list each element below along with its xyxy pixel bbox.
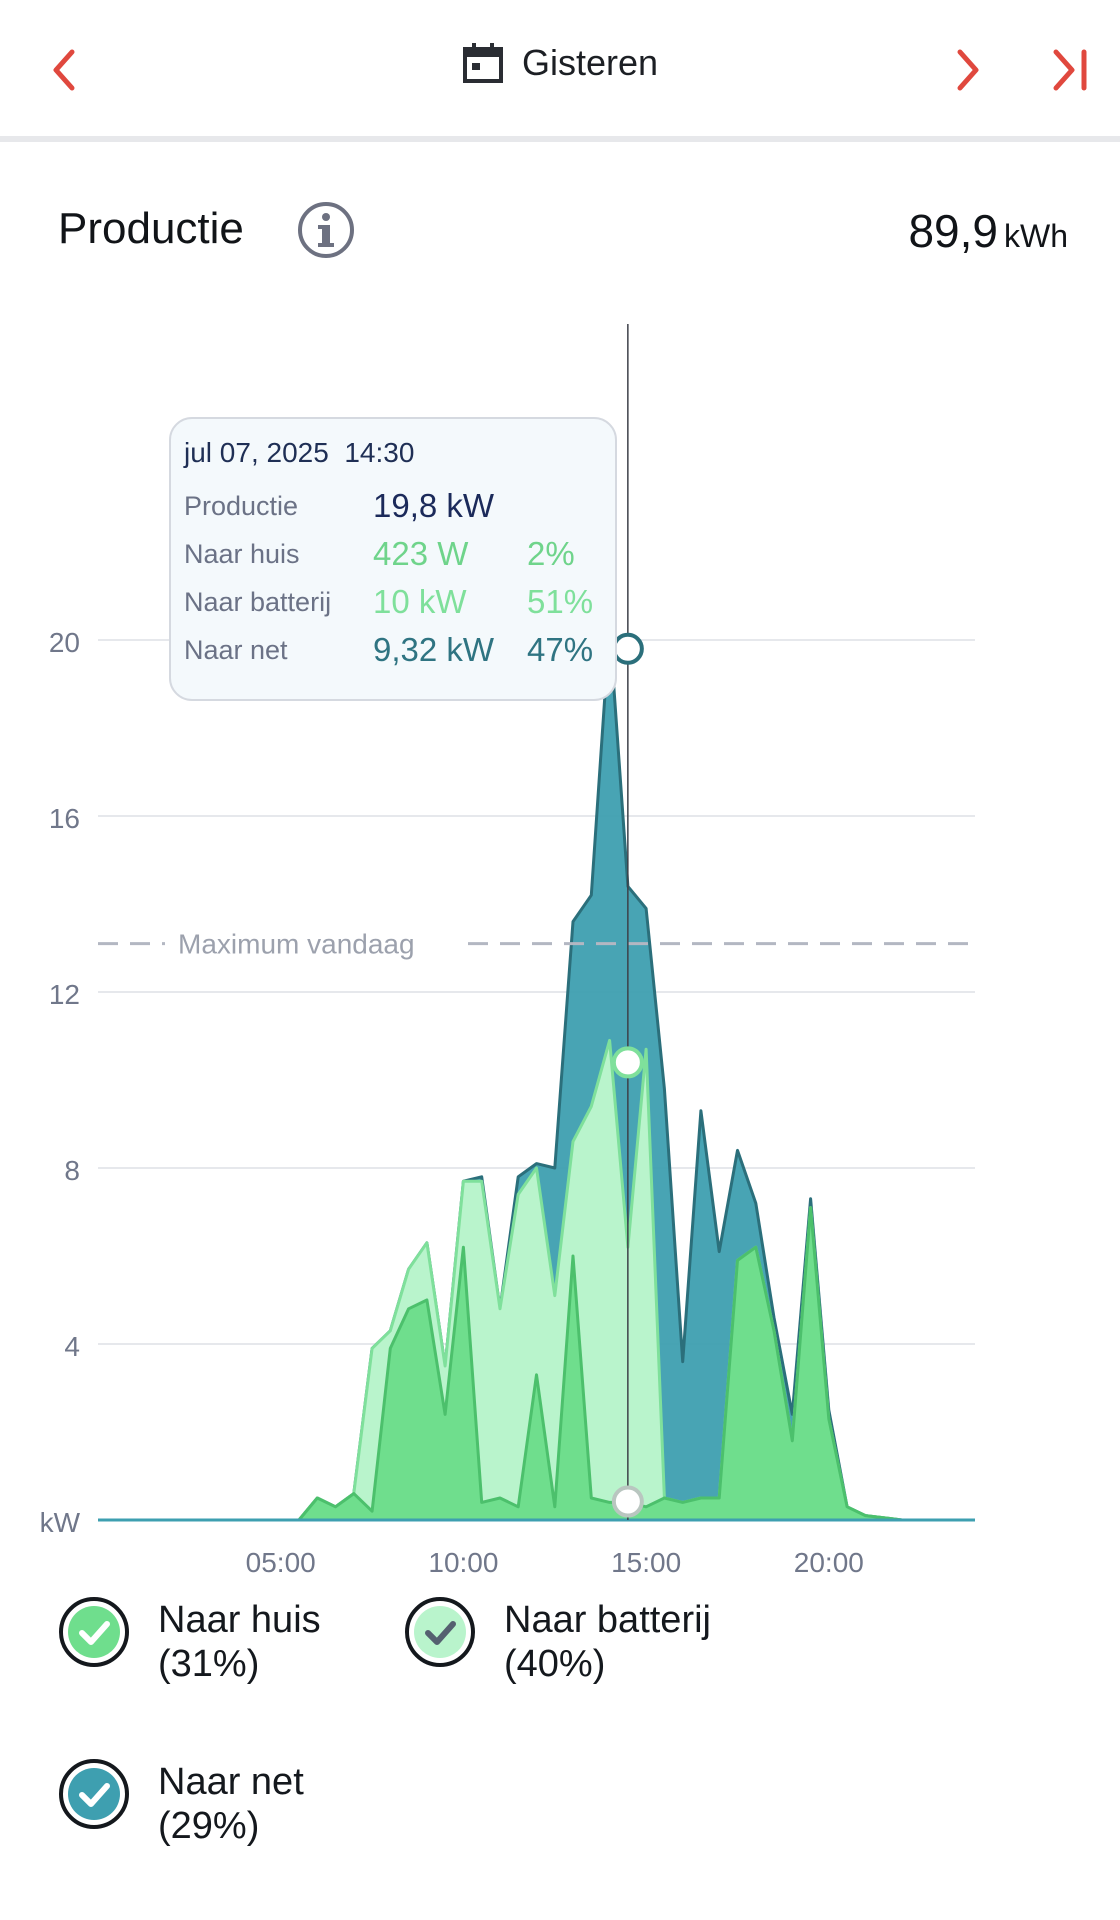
tooltip-row-value: 19,8 kW — [373, 487, 495, 524]
chart-svg[interactable]: 4 8 12 16 20 kW Maximum vandaag 05:00 10:00 15:00… — [0, 300, 1120, 1590]
tooltip-timestamp: jul 07, 2025 14:30 — [183, 437, 414, 468]
legend-item-naar-net[interactable]: Naar net (29%) — [58, 1758, 304, 1848]
tooltip-row-label: Naar huis — [184, 539, 300, 569]
x-tick-label: 15:00 — [611, 1547, 681, 1578]
y-tick-label: 8 — [64, 1155, 80, 1186]
tooltip-row-percentage: 2% — [527, 535, 575, 572]
check-circle-icon — [59, 1597, 129, 1667]
legend-percentage: (40%) — [504, 1643, 606, 1685]
previous-day-button[interactable] — [34, 40, 94, 100]
x-tick-label: 20:00 — [794, 1547, 864, 1578]
date-title-label: Gisteren — [521, 42, 659, 83]
info-icon[interactable] — [296, 200, 356, 260]
tooltip-row-label: Productie — [184, 491, 298, 521]
legend-percentage: (29%) — [158, 1805, 260, 1847]
tooltip-row-percentage: 51% — [527, 583, 593, 620]
check-circle-icon — [405, 1597, 475, 1667]
tooltip-row-value: 423 W — [373, 535, 469, 572]
production-header: Productie 89,9 kWh — [58, 200, 1068, 260]
check-circle-icon — [59, 1759, 129, 1829]
production-chart[interactable]: 4 8 12 16 20 kW Maximum vandaag 05:00 10:00 15:00… — [0, 300, 1120, 1590]
cursor-marker — [611, 1046, 644, 1079]
y-tick-label: 20 — [49, 627, 80, 658]
legend-item-naar-batterij[interactable]: Naar batterij (40%) — [404, 1596, 711, 1686]
line-naar-huis — [98, 1206, 975, 1522]
legend-item-naar-huis[interactable]: Naar huis (31%) — [58, 1596, 321, 1686]
next-day-button[interactable] — [938, 40, 998, 100]
top-navigation-bar: Gisteren — [0, 0, 1120, 136]
total-production: 89,9 kWh — [908, 204, 1068, 258]
area-naar-huis — [98, 1207, 975, 1520]
total-unit: kWh — [1004, 218, 1068, 254]
legend-label: Naar batterij — [504, 1599, 711, 1641]
date-selector[interactable]: Gisteren — [0, 38, 1120, 88]
max-line-label: Maximum vandaag — [178, 929, 415, 960]
calendar-icon — [462, 43, 503, 83]
tooltip-box — [169, 417, 617, 701]
y-tick-label: 12 — [49, 979, 80, 1010]
section-title: Productie — [58, 204, 244, 253]
legend-percentage: (31%) — [158, 1643, 260, 1685]
header-divider — [0, 136, 1120, 142]
area-naar-batterij — [98, 1040, 975, 1520]
tooltip-row-value: 9,32 kW — [373, 631, 495, 668]
tooltip-row-percentage: 47% — [527, 631, 593, 668]
chevron-right-icon — [957, 49, 979, 91]
y-unit-label: kW — [40, 1507, 81, 1538]
x-tick-label: 10:00 — [428, 1547, 498, 1578]
legend-label: Naar net — [158, 1761, 304, 1803]
x-tick-label: 05:00 — [246, 1547, 316, 1578]
last-day-button[interactable] — [1040, 40, 1100, 100]
tooltip-row-value: 10 kW — [373, 583, 467, 620]
tooltip-row-label: Naar batterij — [184, 587, 331, 617]
skip-to-end-icon — [1053, 49, 1087, 91]
cursor-marker — [611, 632, 644, 665]
cursor-marker — [611, 1485, 644, 1518]
chart-legend: Naar huis (31%) Naar batterij (40%) Naar… — [58, 1596, 1058, 1896]
total-value: 89,9 — [908, 205, 998, 257]
legend-label: Naar huis — [158, 1599, 321, 1641]
tooltip-row-label: Naar net — [184, 635, 288, 665]
chevron-left-icon — [53, 49, 75, 91]
y-tick-label: 16 — [49, 803, 80, 834]
y-tick-label: 4 — [64, 1331, 80, 1362]
